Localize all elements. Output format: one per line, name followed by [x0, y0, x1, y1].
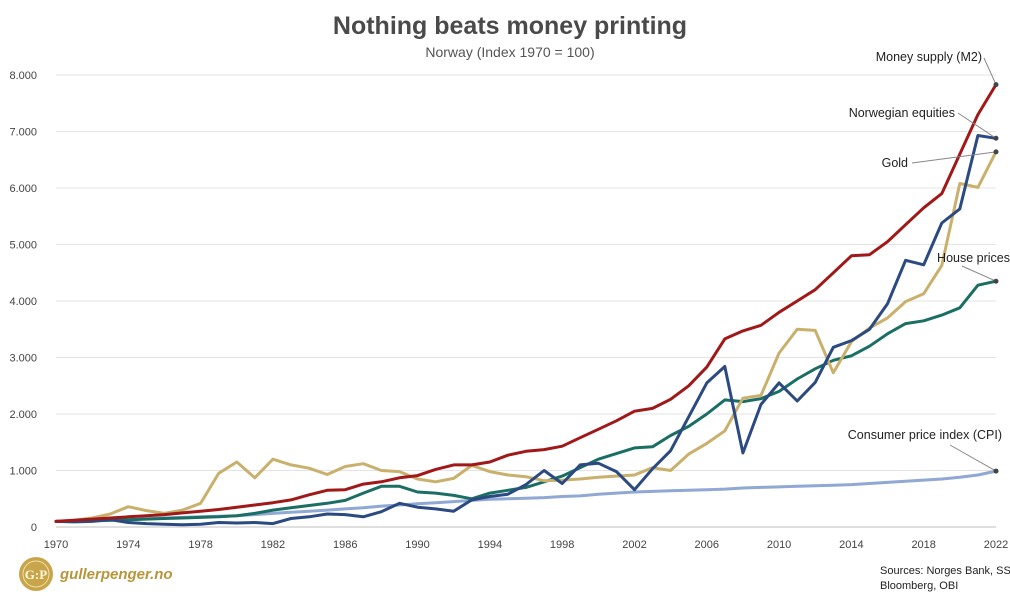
logo-text: G:P [25, 567, 47, 582]
y-tick-label: 2.000 [9, 409, 37, 421]
x-tick-label: 1998 [550, 539, 574, 551]
x-tick-label: 2010 [767, 539, 791, 551]
y-tick-label: 8.000 [9, 70, 37, 82]
series-label-money-supply-m2: Money supply (M2) [876, 50, 982, 64]
y-tick-label: 7.000 [9, 127, 37, 139]
series-label-consumer-price-index-cpi: Consumer price index (CPI) [848, 428, 1002, 442]
label-leader-line [961, 265, 997, 282]
x-tick-label: 1994 [478, 539, 502, 551]
grid [56, 74, 996, 528]
series-line-norwegian-equities [54, 134, 998, 527]
series-label-gold: Gold [882, 156, 908, 170]
y-tick-label: 3.000 [9, 353, 37, 365]
series-line-house-prices [54, 279, 998, 523]
x-tick-label: 2018 [911, 539, 935, 551]
series-line-gold [54, 150, 998, 523]
label-leader-dot [993, 278, 999, 284]
source-line-2: Bloomberg, OBI [880, 580, 958, 592]
x-tick-label: 1982 [261, 539, 285, 551]
x-tick-label: 2002 [622, 539, 646, 551]
brand-logo: G:P [19, 557, 53, 591]
x-tick-label: 2014 [839, 539, 863, 551]
chart-title: Nothing beats money printing [333, 12, 687, 40]
label-leader-line [911, 151, 997, 164]
x-tick-label: 2022 [984, 539, 1008, 551]
x-tick-label: 1986 [333, 539, 357, 551]
brand-name: gullerpenger.no [59, 566, 173, 583]
x-tick-label: 1970 [44, 539, 68, 551]
y-tick-label: 5.000 [9, 240, 37, 252]
logo-coin-ring [22, 560, 50, 588]
chart-subtitle: Norway (Index 1970 = 100) [425, 44, 594, 60]
label-leader-dot [993, 468, 999, 474]
logo-coin-icon [19, 557, 53, 591]
y-tick-label: 1.000 [9, 466, 37, 478]
y-tick-label: 6.000 [9, 183, 37, 195]
label-leader-line [983, 57, 997, 85]
label-leader-dot [993, 82, 999, 88]
label-leader-dot [993, 135, 999, 141]
series-lines [54, 83, 998, 527]
series-labels: Money supply (M2) Norwegian equities Gold H… [848, 50, 1010, 474]
series-label-house-prices: House prices [937, 251, 1010, 265]
y-axis: 0 1.000 2.000 3.000 4.000 5.000 6.000 7.000 8.00… [9, 70, 37, 534]
x-axis: 1970 1974 1978 1982 1986 1990 1994 1998 2002 2006… [44, 539, 1008, 551]
series-line-consumer-price-index-cpi [54, 469, 998, 523]
label-leader-dot [993, 149, 999, 155]
x-tick-label: 1978 [188, 539, 212, 551]
series-line-money-supply-m2 [54, 83, 998, 523]
source-line-1: Sources: Norges Bank, SSB, [880, 565, 1010, 577]
x-tick-label: 2006 [695, 539, 719, 551]
series-label-norwegian-equities: Norwegian equities [849, 106, 955, 120]
x-tick-label: 1990 [405, 539, 429, 551]
label-leader-line [949, 444, 997, 472]
y-tick-label: 0 [31, 522, 37, 534]
label-leader-line [957, 112, 997, 139]
y-tick-label: 4.000 [9, 296, 37, 308]
x-tick-label: 1974 [116, 539, 140, 551]
